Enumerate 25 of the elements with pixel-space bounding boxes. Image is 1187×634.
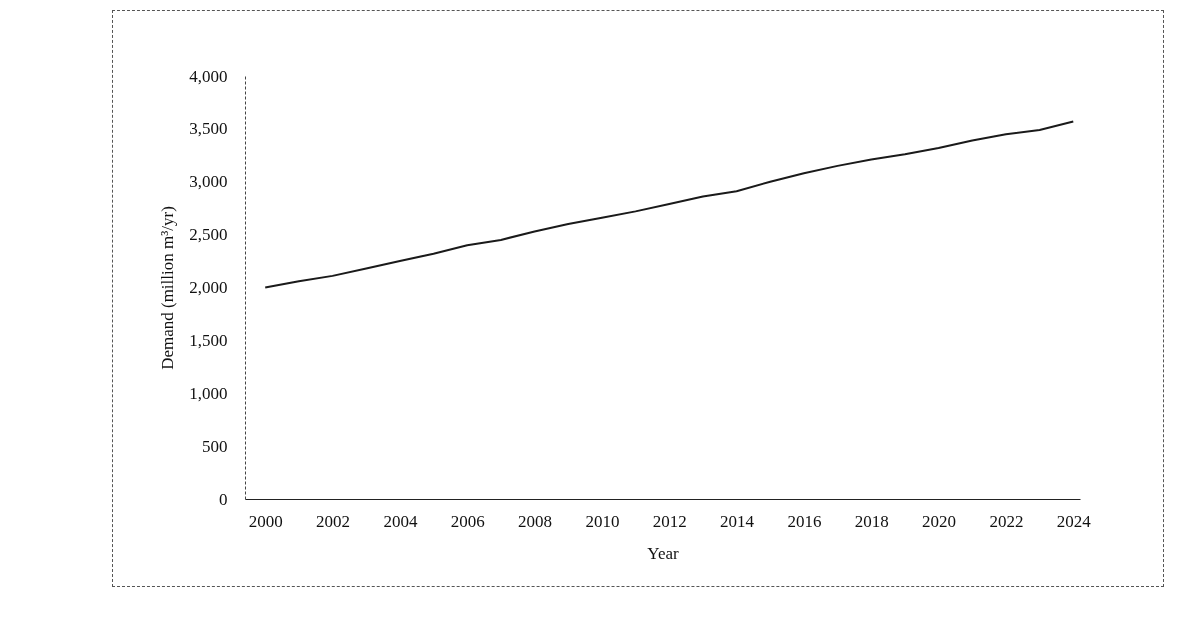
x-tick-label: 2024 (1056, 511, 1092, 531)
x-tick-label: 2010 (585, 511, 620, 531)
y-tick-label: 0 (219, 489, 228, 509)
y-tick-label: 500 (202, 436, 228, 456)
x-tick-label: 2002 (316, 511, 351, 531)
x-tick-label: 2022 (989, 511, 1024, 531)
y-tick-label: 1,000 (189, 383, 228, 403)
x-tick-label: 2004 (383, 511, 418, 531)
x-tick-label: 2000 (248, 511, 283, 531)
x-tick-label: 2014 (720, 511, 755, 531)
y-tick-label: 2,500 (189, 225, 228, 245)
x-tick-label: 2018 (854, 511, 889, 531)
line-series (264, 120, 1075, 289)
y-tick-label: 1,500 (189, 330, 228, 350)
y-tick-label: 3,000 (189, 172, 228, 192)
y-tick-label: 4,000 (189, 66, 228, 86)
x-tick-label: 2008 (518, 511, 553, 531)
x-tick-label: 2012 (652, 511, 687, 531)
x-tick-label: 2016 (787, 511, 822, 531)
x-tick-label: 2020 (922, 511, 957, 531)
x-tick-label: 2006 (450, 511, 485, 531)
y-axis-title: Demand (million m³/yr) (158, 206, 178, 370)
x-axis-title: Year (647, 543, 679, 563)
y-tick-label: 2,000 (189, 278, 228, 297)
y-tick-label: 3,500 (189, 119, 228, 139)
